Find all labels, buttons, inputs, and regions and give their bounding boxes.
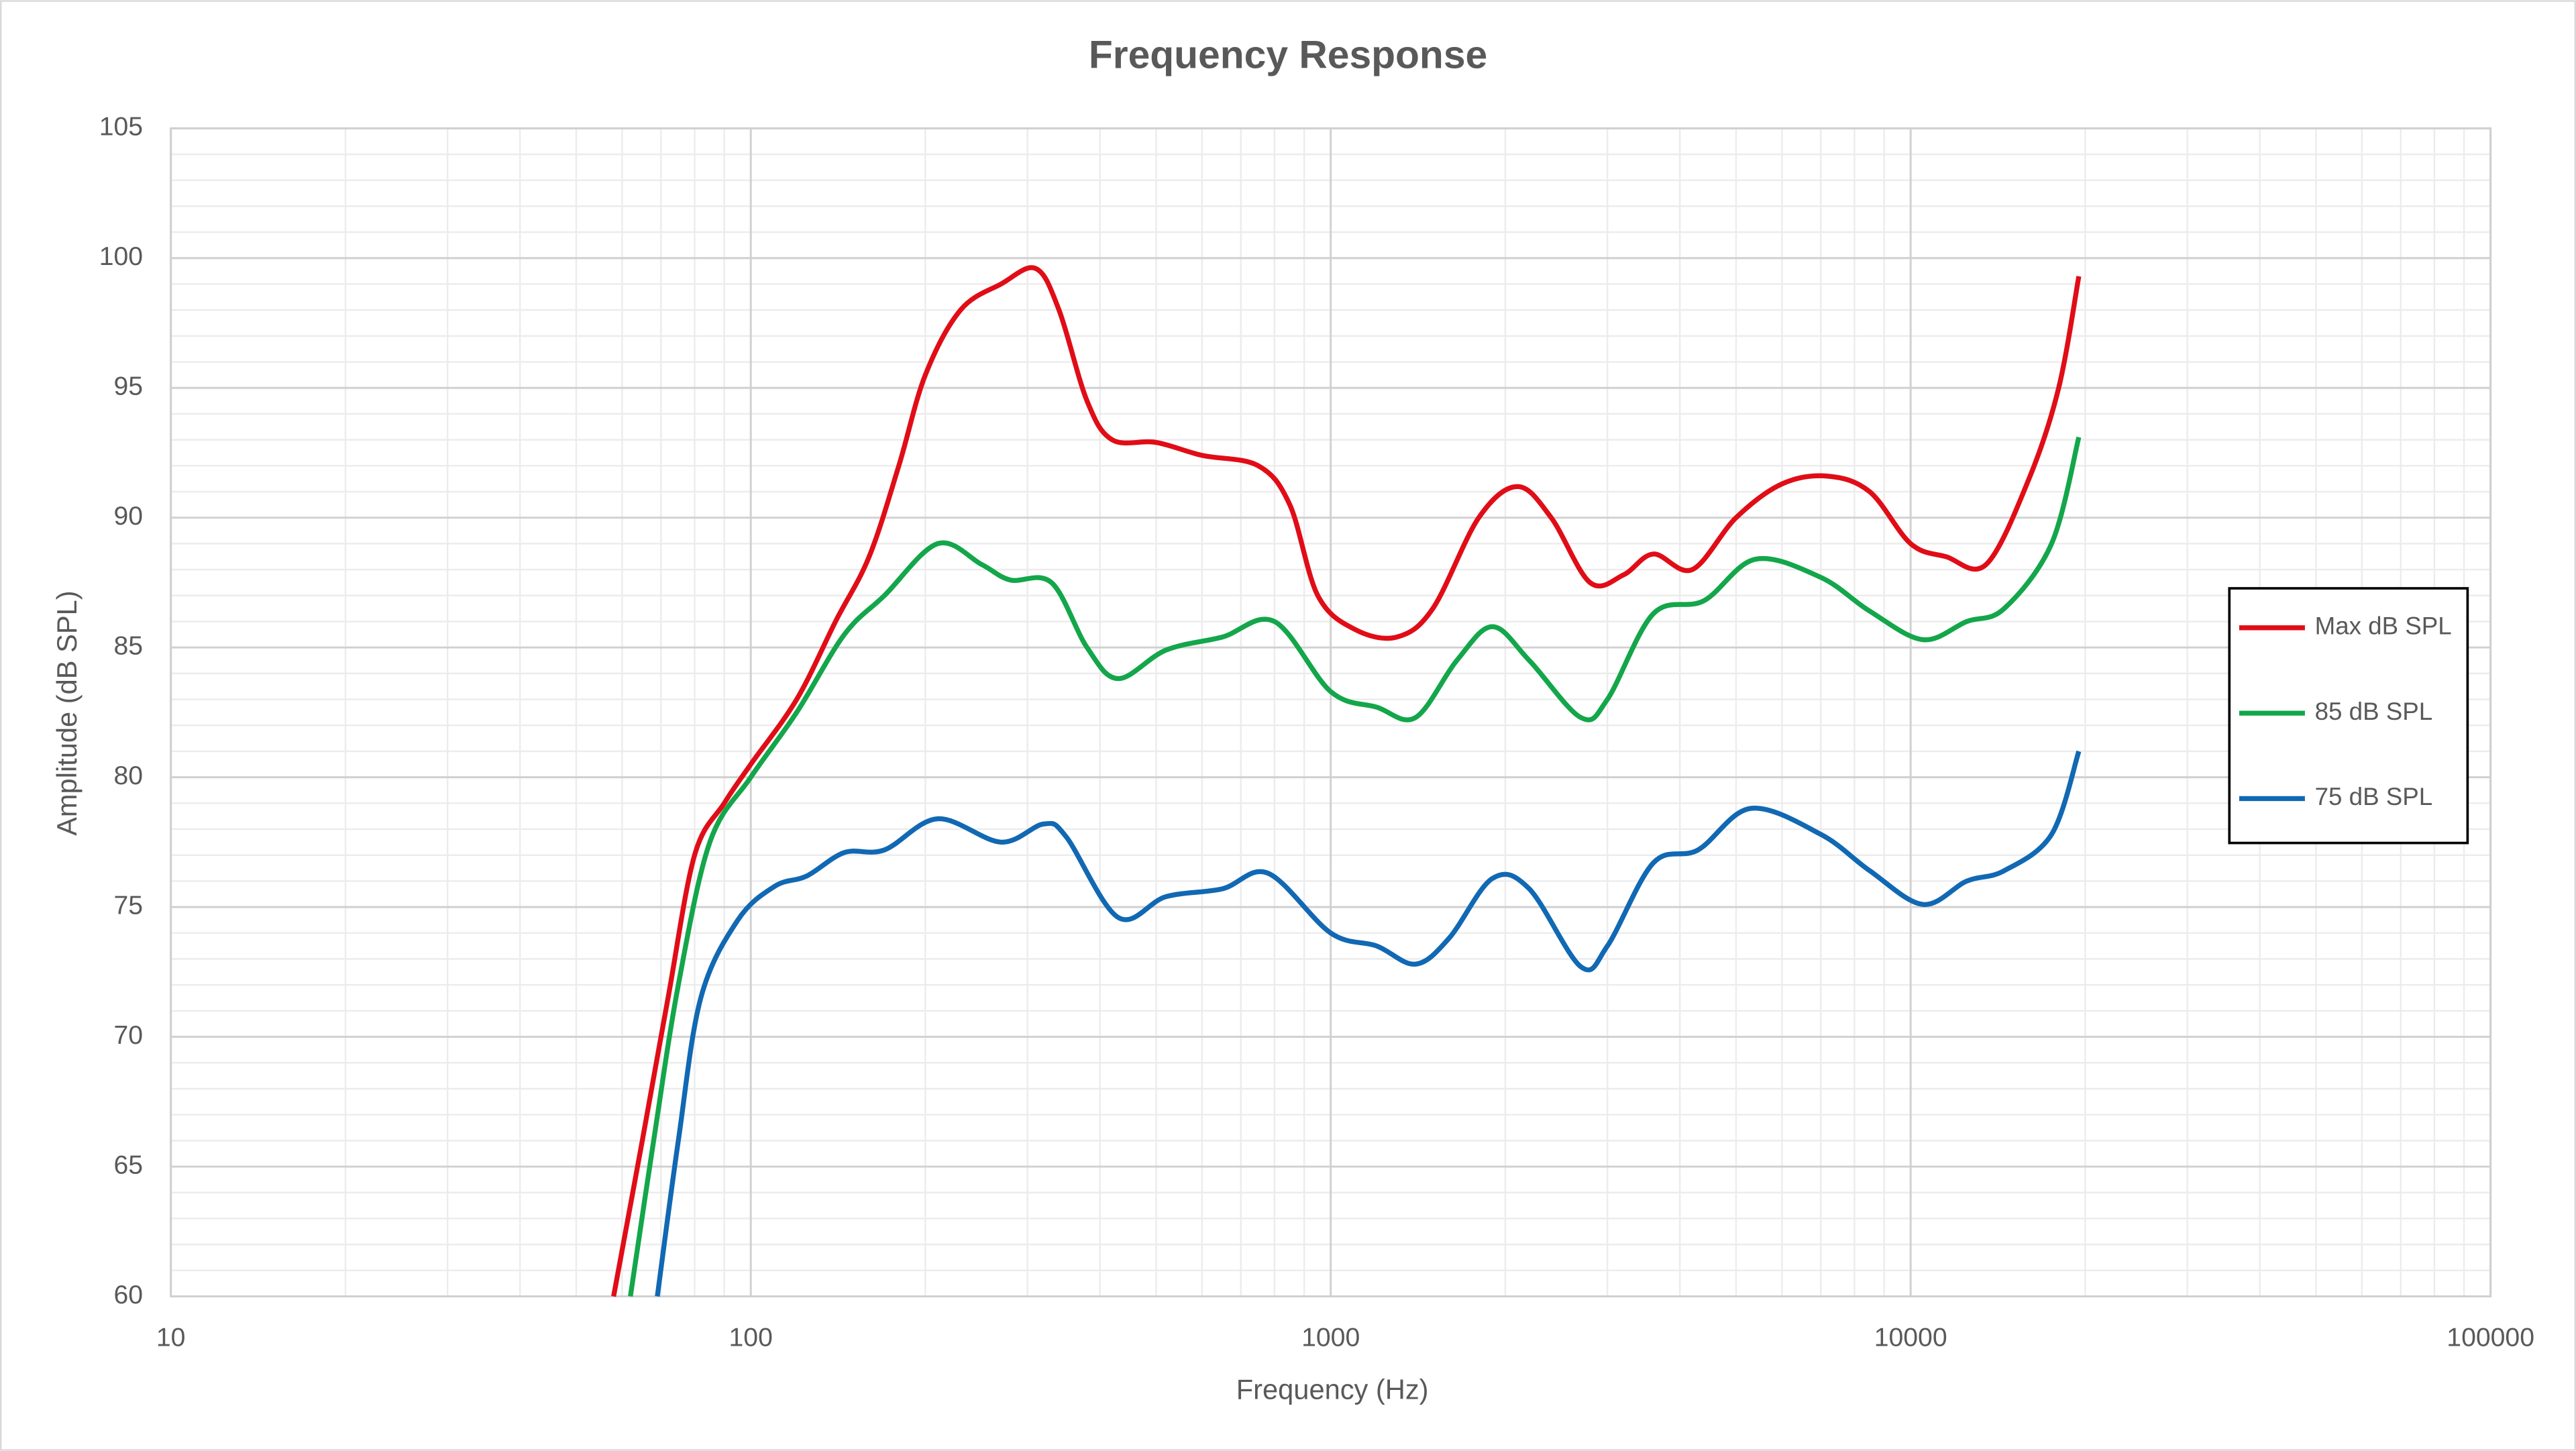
grid: 10 100 1000 10000 100000 60 65 70 75 80 85 90 95 100 1… (99, 113, 2534, 1352)
chart-title: Frequency Response (1089, 34, 1487, 77)
legend-label: 75 dB SPL (2315, 783, 2433, 810)
y-tick-label: 65 (113, 1150, 143, 1179)
series-line (611, 265, 2082, 1297)
y-tick-label: 95 (113, 372, 143, 401)
y-axis-label: Amplitude (dB SPL) (51, 590, 83, 836)
y-tick-label: 80 (113, 761, 143, 790)
plot-area (611, 265, 2082, 1297)
series-line (655, 750, 2082, 1297)
x-axis-label: Frequency (Hz) (1236, 1374, 1429, 1405)
legend-label: 85 dB SPL (2315, 698, 2433, 725)
legend: Max dB SPL 85 dB SPL 75 dB SPL (2228, 587, 2469, 845)
y-tick-label: 90 (113, 502, 143, 531)
plot-frame (170, 127, 2492, 1297)
legend-label: Max dB SPL (2315, 612, 2452, 639)
y-tick-label: 60 (113, 1281, 143, 1309)
y-tick-label: 85 (113, 632, 143, 661)
x-tick-label: 100 (729, 1324, 773, 1352)
x-tick-label: 1000 (1301, 1324, 1360, 1352)
x-tick-label: 10000 (1874, 1324, 1947, 1352)
y-tick-label: 70 (113, 1021, 143, 1050)
y-tick-label: 100 (99, 242, 143, 271)
y-tick-label: 75 (113, 891, 143, 920)
series-line (628, 436, 2082, 1297)
x-tick-label: 100000 (2447, 1324, 2534, 1352)
x-tick-label: 10 (156, 1324, 186, 1352)
y-tick-label: 105 (99, 113, 143, 142)
